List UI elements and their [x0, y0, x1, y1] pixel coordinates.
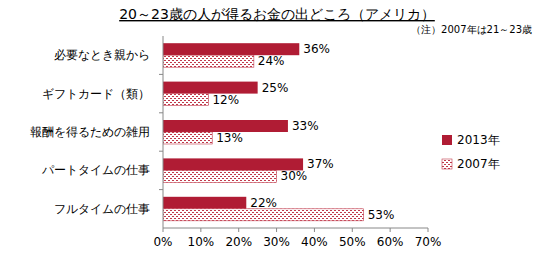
tick — [390, 228, 391, 232]
data-label: 13% — [216, 131, 243, 145]
tick — [314, 228, 315, 232]
bar — [163, 82, 258, 94]
legend-label: 2013年 — [457, 133, 500, 147]
data-label: 53% — [368, 208, 395, 222]
tick-label: 40% — [301, 235, 328, 249]
data-label: 22% — [250, 196, 277, 210]
category-label: 報酬を得るための雑用 — [30, 125, 150, 139]
legend: 2013年 2007年 — [442, 133, 500, 171]
category-label: ギフトカード（類） — [42, 87, 150, 101]
tick-label: 60% — [377, 235, 404, 249]
legend-label: 2007年 — [457, 157, 500, 171]
category-label: パートタイムの仕事 — [41, 163, 150, 177]
tick — [352, 228, 353, 232]
bar — [163, 209, 364, 221]
data-label: 37% — [307, 157, 334, 171]
bars — [163, 43, 364, 221]
tick-label: 30% — [263, 235, 290, 249]
tick — [200, 228, 201, 232]
title: 20～23歳の人が得るお金の出どころ（アメリカ） — [119, 6, 435, 22]
legend-swatch — [442, 159, 452, 169]
tick-label: 0% — [153, 235, 172, 249]
x-axis — [163, 228, 428, 229]
bar — [163, 170, 277, 182]
bar — [163, 55, 254, 67]
tick-label: 20% — [225, 235, 252, 249]
tick-label: 70% — [415, 235, 442, 249]
data-label: 33% — [292, 119, 319, 133]
category-tick — [159, 189, 163, 190]
category-tick — [159, 151, 163, 152]
bar — [163, 197, 246, 209]
bar — [163, 132, 212, 144]
legend-swatch — [442, 135, 452, 145]
data-label: 30% — [281, 169, 308, 183]
category-label: 必要なとき親から — [54, 48, 150, 62]
category-tick — [159, 74, 163, 75]
category-label: フルタイムの仕事 — [54, 202, 150, 216]
data-label: 12% — [212, 93, 239, 107]
tick — [428, 228, 429, 232]
data-labels: 36% 25% 33% 37% 22% 24% 12% 13% 30% 53% — [212, 42, 394, 222]
tick-label: 10% — [188, 235, 215, 249]
category-tick — [159, 112, 163, 113]
data-label: 24% — [258, 54, 285, 68]
tick — [238, 228, 239, 232]
tick — [163, 228, 164, 232]
bar — [163, 94, 208, 106]
tick-label: 50% — [339, 235, 366, 249]
data-label: 36% — [303, 42, 330, 56]
chart: 20～23歳の人が得るお金の出どころ（アメリカ） （注）2007年は21～23歳 3… — [0, 0, 536, 265]
annotation: （注）2007年は21～23歳 — [411, 24, 532, 35]
tick — [276, 228, 277, 232]
data-label: 25% — [262, 81, 289, 95]
y-axis — [163, 36, 164, 228]
